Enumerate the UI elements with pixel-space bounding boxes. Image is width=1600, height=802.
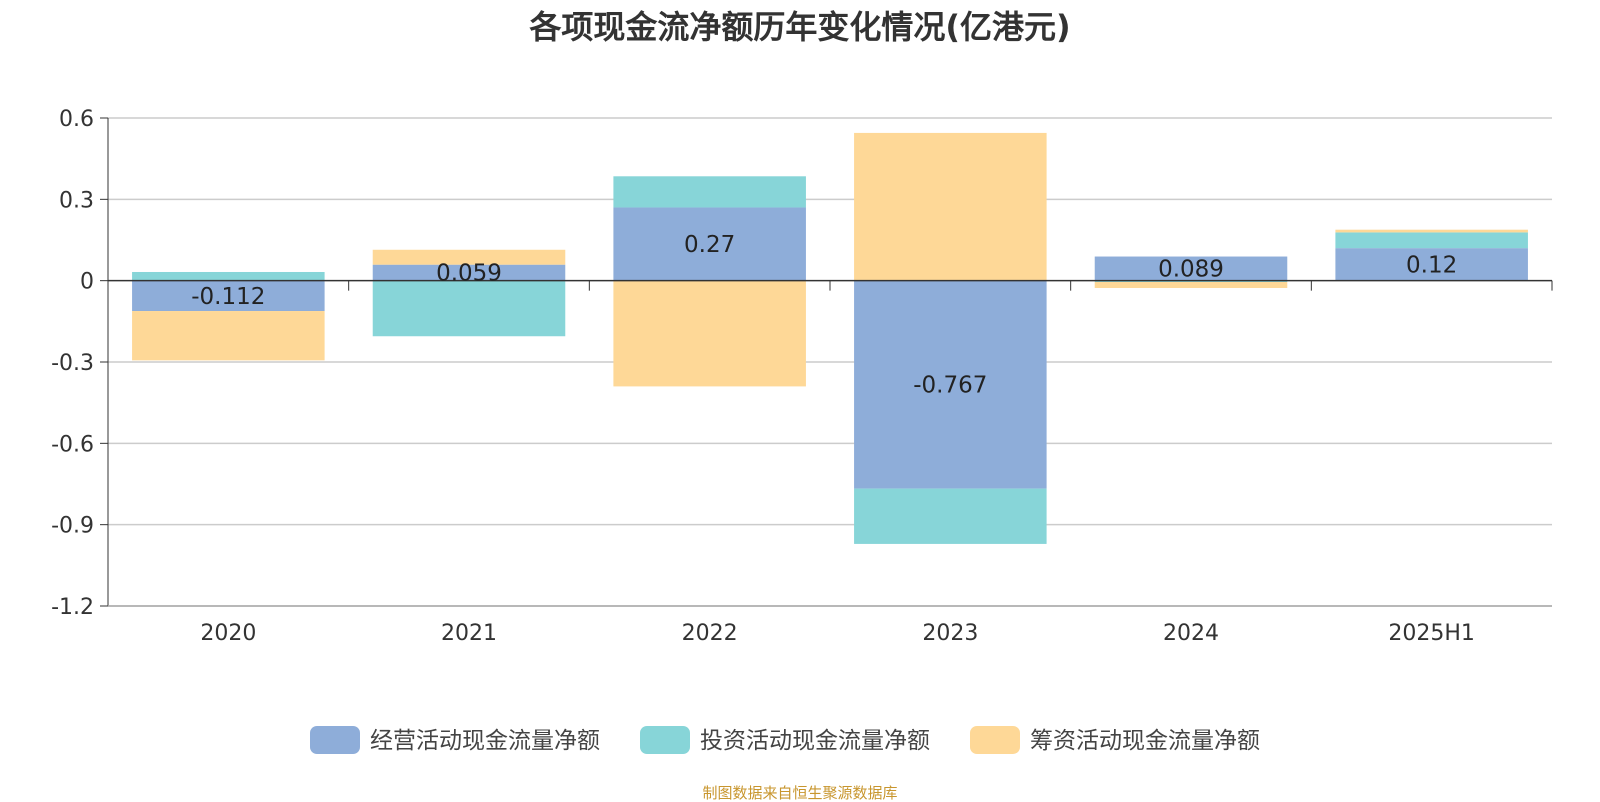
bar-segment [1335,229,1528,233]
legend-swatch [640,726,690,754]
y-tick-label: -0.9 [51,514,94,539]
gridlines [108,117,1552,607]
bar-segment [372,249,566,265]
x-tick-label: 2022 [682,621,738,646]
x-tick-label: 2020 [200,621,256,646]
y-tick-label: 0.3 [59,188,94,213]
y-tick-label: -0.6 [51,432,94,457]
bar-segment [1335,232,1528,249]
legend-label: 经营活动现金流量净额 [370,728,600,754]
axes: 0.6 0.3 0 -0.3 -0.6 -0.9 -1.2 2020 2021 2022 2023 2… [51,107,1553,646]
bar-segment [1094,256,1288,281]
source-note: 制图数据来自恒生聚源数据库 [702,784,898,802]
y-tick-label: -1.2 [51,595,94,620]
bar-segment [854,132,1047,281]
bar-segment [613,176,806,208]
x-tick-label: 2025H1 [1388,621,1475,646]
bar-segment [854,280,1047,489]
data-labels: -0.112 0.059 0.27 -0.767 0.089 0.12 [191,232,1457,399]
bar-segment [372,280,566,337]
y-tick-label: 0.6 [59,107,94,132]
legend-label: 投资活动现金流量净额 [700,728,930,754]
bar-segment [132,280,325,312]
x-tick-label: 2024 [1163,621,1219,646]
chart-title: 各项现金流净额历年变化情况(亿港元) [529,8,1071,46]
y-tick-label: -0.3 [51,351,94,376]
bar-segment [132,271,325,281]
data-label: 0.27 [684,232,735,258]
bar-segment [613,280,806,387]
bar-segment [1094,282,1288,288]
bar-segment [1335,248,1528,281]
bar-segment [854,488,1047,544]
x-tick-label: 2023 [922,621,978,646]
y-tick-label: 0 [80,270,94,295]
data-label: -0.112 [191,284,265,310]
data-label: 0.059 [436,261,502,287]
legend-swatch [970,726,1020,754]
bar-segment [613,207,806,281]
bar-segment [372,264,566,281]
x-tick-label: 2021 [441,621,497,646]
legend-label: 筹资活动现金流量净额 [1030,728,1260,754]
legend: 经营活动现金流量净额 投资活动现金流量净额 筹资活动现金流量净额 [310,726,1260,754]
legend-swatch [310,726,360,754]
bars [132,132,1528,544]
data-label: 0.089 [1158,257,1224,283]
data-label: -0.767 [913,373,987,399]
data-label: 0.12 [1406,252,1457,278]
bar-segment [132,311,325,361]
